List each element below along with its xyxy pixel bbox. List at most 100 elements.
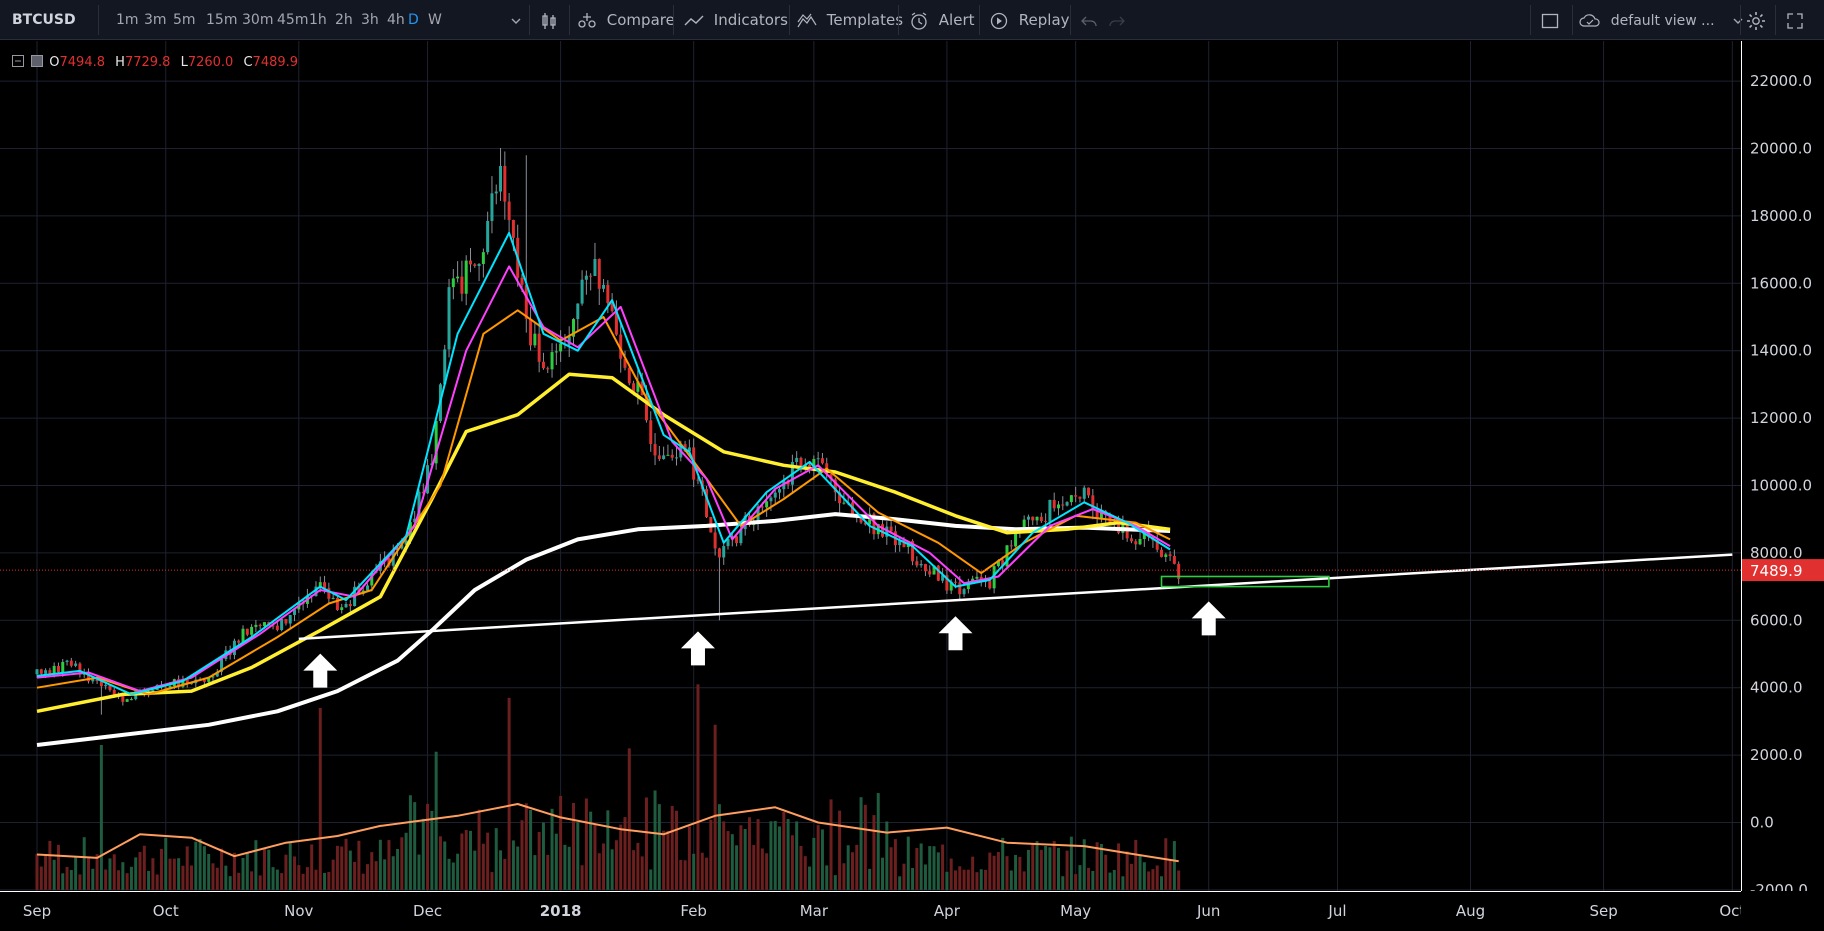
volume-bar bbox=[1087, 867, 1091, 890]
compare-button[interactable]: Compare bbox=[576, 0, 675, 40]
candle-body bbox=[988, 580, 992, 589]
chart-pane[interactable] bbox=[0, 41, 1824, 926]
volume-bar bbox=[1035, 841, 1039, 890]
volume-bar bbox=[507, 697, 511, 890]
volume-bar bbox=[1125, 851, 1129, 890]
candle-body bbox=[554, 351, 558, 353]
replay-button[interactable]: Replay bbox=[988, 0, 1070, 40]
timeframe-D[interactable]: D bbox=[408, 12, 419, 28]
last-price-label: 7489.9 bbox=[1750, 562, 1803, 580]
volume-bar bbox=[773, 820, 777, 890]
timeframe-W[interactable]: W bbox=[428, 12, 442, 28]
timeframe-dropdown-button[interactable] bbox=[511, 0, 521, 40]
toolbar-divider bbox=[979, 5, 980, 35]
bar-style-icon bbox=[542, 12, 556, 29]
price-scale[interactable]: 22000.0 20000.0 18000.0 16000.0 14000.0 12000… bbox=[1741, 41, 1824, 899]
candle-body bbox=[559, 343, 563, 352]
timeframe-1m[interactable]: 1m bbox=[116, 12, 139, 28]
indicators-button[interactable]: Indicators bbox=[683, 0, 788, 40]
volume-bar bbox=[499, 850, 503, 890]
alert-button[interactable]: Alert bbox=[908, 0, 975, 40]
candle-body bbox=[335, 597, 339, 611]
candle-body bbox=[61, 661, 65, 673]
time-tick-label: Dec bbox=[413, 902, 442, 920]
layout-toggle-button[interactable] bbox=[1540, 0, 1560, 40]
redo-button[interactable] bbox=[1108, 0, 1126, 40]
candle-body bbox=[1035, 516, 1039, 521]
time-tick-label: Jun bbox=[1196, 902, 1220, 920]
volume-bar bbox=[348, 850, 352, 890]
candle-body bbox=[838, 492, 842, 504]
volume-bar bbox=[56, 844, 60, 890]
candle-body bbox=[602, 284, 606, 289]
volume-bar bbox=[717, 804, 721, 890]
candle-body bbox=[842, 502, 846, 504]
templates-button[interactable]: Templates bbox=[796, 0, 903, 40]
toolbar-divider bbox=[98, 5, 99, 35]
collapse-legend-icon[interactable] bbox=[12, 55, 24, 67]
volume-bar bbox=[112, 854, 116, 890]
candle-body bbox=[1134, 541, 1138, 545]
volume-bar bbox=[168, 858, 172, 890]
price-chart[interactable] bbox=[0, 41, 1741, 891]
up-arrow-icon bbox=[938, 616, 973, 651]
timeframe-4h[interactable]: 4h bbox=[387, 12, 405, 28]
candle-body bbox=[675, 457, 679, 459]
volume-bar bbox=[473, 850, 477, 890]
timeframe-5m[interactable]: 5m bbox=[173, 12, 196, 28]
candle-body bbox=[597, 259, 601, 289]
candle-body bbox=[726, 538, 730, 547]
timeframe-2h[interactable]: 2h bbox=[335, 12, 353, 28]
candle-body bbox=[39, 669, 43, 674]
volume-bar bbox=[383, 859, 387, 890]
time-tick-label: Nov bbox=[284, 902, 313, 920]
volume-bar bbox=[365, 864, 369, 890]
timeframe-45m[interactable]: 45m bbox=[277, 12, 309, 28]
candle-body bbox=[705, 489, 709, 517]
layout-menu-button[interactable]: default view ... bbox=[1578, 0, 1743, 40]
candle-body bbox=[202, 679, 206, 682]
volume-bar bbox=[335, 845, 339, 890]
series-visibility-icon[interactable] bbox=[31, 55, 44, 67]
candle-body bbox=[898, 540, 902, 546]
high-value: 7729.8 bbox=[124, 55, 171, 70]
timeframe-1h[interactable]: 1h bbox=[309, 12, 327, 28]
candle-body bbox=[1164, 554, 1168, 557]
timeframe-3m[interactable]: 3m bbox=[144, 12, 167, 28]
fullscreen-button[interactable] bbox=[1785, 0, 1805, 40]
volume-bar bbox=[760, 848, 764, 890]
candle-body bbox=[915, 561, 919, 566]
symbol-search-button[interactable]: BTCUSD bbox=[12, 12, 76, 28]
timeframe-3h[interactable]: 3h bbox=[361, 12, 379, 28]
bar-style-button[interactable] bbox=[540, 0, 558, 40]
candle-body bbox=[185, 679, 189, 684]
volume-bar bbox=[52, 859, 56, 890]
candle-body bbox=[331, 597, 335, 599]
candle-body bbox=[593, 259, 597, 277]
candle-body bbox=[1039, 516, 1043, 522]
volume-bar bbox=[262, 847, 266, 890]
candle-body bbox=[511, 219, 515, 238]
volume-bar bbox=[207, 853, 211, 890]
candle-body bbox=[670, 454, 674, 458]
volume-bar bbox=[730, 834, 734, 890]
volume-bar bbox=[1069, 836, 1073, 890]
volume-bar bbox=[949, 858, 953, 890]
time-scale[interactable]: Sep Oct Nov Dec 2018 Feb Mar Apr May Jun Jul Aug Sep… bbox=[0, 891, 1745, 927]
candle-body bbox=[653, 444, 657, 456]
volume-bar bbox=[250, 871, 254, 890]
volume-bar bbox=[275, 869, 279, 890]
candle-body bbox=[241, 628, 245, 643]
timeframe-30m[interactable]: 30m bbox=[242, 12, 274, 28]
candle-body bbox=[1052, 499, 1056, 509]
support-trendline bbox=[298, 553, 1733, 641]
candle-body bbox=[207, 677, 211, 682]
toolbar-divider bbox=[1740, 5, 1741, 35]
undo-button[interactable] bbox=[1080, 0, 1098, 40]
settings-button[interactable] bbox=[1745, 0, 1767, 40]
layout-name: default view ... bbox=[1610, 13, 1715, 29]
candle-body bbox=[254, 624, 258, 627]
candle-body bbox=[181, 679, 185, 687]
volume-bar bbox=[318, 707, 322, 890]
timeframe-15m[interactable]: 15m bbox=[206, 12, 238, 28]
